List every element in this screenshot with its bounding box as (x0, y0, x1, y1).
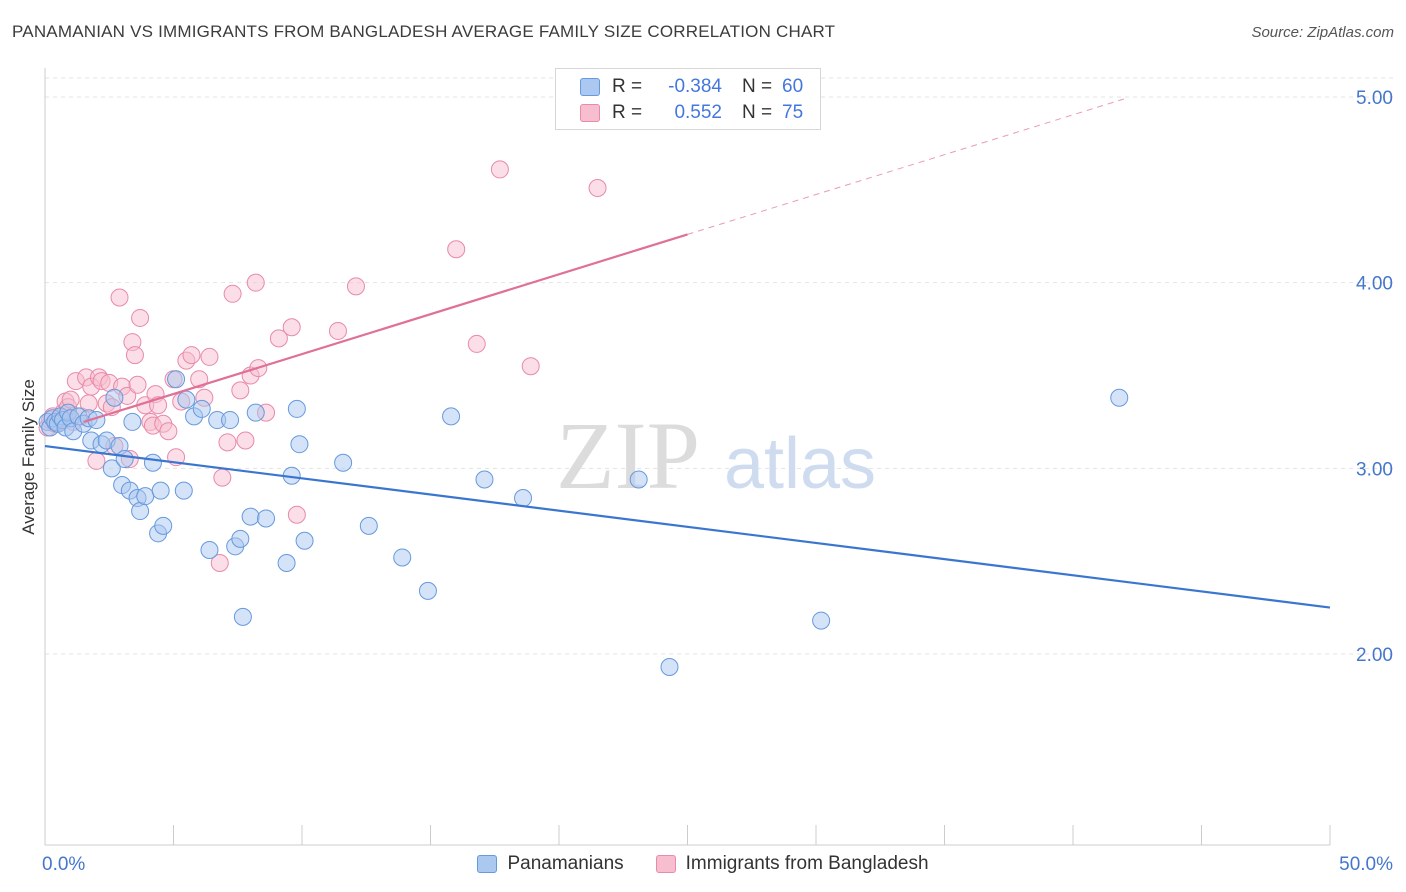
stats-legend: R = -0.384 N = 60 R = 0.552 N = 75 (555, 68, 821, 130)
point-bangladesh-43 (190, 370, 209, 389)
n-value-panamanians: 60 (782, 76, 804, 97)
grid-lines (45, 77, 1395, 655)
point-bangladesh-57 (282, 318, 301, 337)
point-panamanians-48 (287, 399, 306, 418)
point-bangladesh-47 (213, 468, 232, 487)
point-bangladesh-51 (236, 431, 255, 450)
point-panamanians-46 (277, 554, 296, 573)
series-bangladesh-points (38, 160, 607, 573)
point-panamanians-24 (123, 412, 142, 431)
point-panamanians-55 (442, 407, 461, 426)
series-legend: Panamanians Immigrants from Bangladesh (0, 850, 1406, 878)
tick-labels: 2.00 3.00 4.00 5.00 0.0% 50.0% (42, 88, 1393, 875)
point-bangladesh-16 (87, 451, 106, 470)
x-tick-label-1: 50.0% (1339, 854, 1393, 875)
point-panamanians-18 (102, 459, 121, 478)
point-bangladesh-62 (467, 334, 486, 353)
point-panamanians-52 (359, 516, 378, 535)
x-tick-label-0: 0.0% (42, 854, 85, 875)
point-bangladesh-29 (128, 375, 147, 394)
point-panamanians-61 (1110, 388, 1129, 407)
point-bangladesh-64 (521, 357, 540, 376)
y-tick-label-0: 2.00 (1356, 645, 1393, 666)
r-value-bangladesh: 0.552 (674, 102, 722, 123)
point-panamanians-57 (514, 489, 533, 508)
chart-title: PANAMANIAN VS IMMIGRANTS FROM BANGLADESH… (12, 22, 836, 41)
point-bangladesh-59 (328, 321, 347, 340)
point-bangladesh-63 (490, 160, 509, 179)
point-bangladesh-56 (269, 329, 288, 348)
legend-item-panamanians[interactable]: Panamanians (477, 853, 624, 875)
n-label: N = (742, 76, 773, 97)
point-bangladesh-50 (231, 381, 250, 400)
point-panamanians-45 (257, 509, 276, 528)
axes (44, 68, 1331, 846)
point-panamanians-60 (812, 611, 831, 630)
point-bangladesh-53 (246, 273, 265, 292)
point-panamanians-43 (241, 507, 260, 526)
trend-lines (44, 98, 1331, 609)
point-bangladesh-30 (131, 308, 150, 327)
r-value-panamanians: -0.384 (668, 76, 722, 97)
point-panamanians-34 (177, 390, 196, 409)
legend-swatch-blue (477, 855, 498, 873)
legend-label-panamanians: Panamanians (507, 853, 624, 874)
point-panamanians-49 (290, 435, 309, 454)
point-panamanians-33 (174, 481, 193, 500)
n-value-bangladesh: 75 (782, 102, 804, 123)
point-bangladesh-48 (218, 433, 237, 452)
point-bangladesh-65 (588, 178, 607, 197)
legend-row-panamanians: R = -0.384 N = 60 (580, 75, 803, 99)
point-bangladesh-60 (346, 277, 365, 296)
trend-line-bangladesh (83, 233, 688, 423)
point-panamanians-19 (105, 388, 124, 407)
legend-swatch-pink (655, 855, 676, 873)
point-panamanians-32 (167, 370, 186, 389)
point-bangladesh-45 (200, 347, 219, 366)
y-tick-label-1: 3.00 (1356, 459, 1393, 480)
point-panamanians-41 (231, 529, 250, 548)
legend-swatch-pink (580, 104, 600, 122)
legend-item-bangladesh[interactable]: Immigrants from Bangladesh (655, 853, 929, 875)
point-bangladesh-46 (210, 554, 229, 573)
watermark-atlas: atlas (724, 424, 876, 504)
point-panamanians-56 (475, 470, 494, 489)
point-panamanians-30 (151, 481, 170, 500)
point-panamanians-27 (136, 487, 155, 506)
n-label: N = (742, 102, 773, 123)
point-panamanians-44 (246, 403, 265, 422)
point-panamanians-53 (393, 548, 412, 567)
y-tick-label-2: 4.00 (1356, 274, 1393, 295)
point-panamanians-22 (115, 450, 134, 469)
point-panamanians-58 (629, 470, 648, 489)
point-panamanians-54 (418, 581, 437, 600)
point-bangladesh-58 (287, 505, 306, 524)
point-bangladesh-23 (110, 288, 129, 307)
point-panamanians-37 (200, 541, 219, 560)
point-panamanians-59 (660, 657, 679, 676)
point-bangladesh-42 (182, 346, 201, 365)
point-panamanians-50 (295, 531, 314, 550)
point-panamanians-28 (143, 453, 162, 472)
point-bangladesh-49 (223, 284, 242, 303)
legend-swatch-blue (580, 78, 600, 96)
source-label: Source: ZipAtlas.com (1251, 24, 1394, 41)
trend-line-panamanians (44, 444, 1331, 609)
point-panamanians-36 (192, 399, 211, 418)
legend-label-bangladesh: Immigrants from Bangladesh (685, 853, 929, 874)
point-panamanians-51 (334, 453, 353, 472)
watermark-zip: ZIP (556, 402, 700, 509)
point-bangladesh-28 (125, 346, 144, 365)
y-tick-label-3: 5.00 (1356, 88, 1393, 109)
r-label: R = (612, 76, 643, 97)
r-label: R = (612, 102, 643, 123)
point-bangladesh-61 (447, 240, 466, 259)
point-bangladesh-37 (159, 422, 178, 441)
point-panamanians-39 (221, 411, 240, 430)
point-panamanians-31 (154, 516, 173, 535)
legend-row-bangladesh: R = 0.552 N = 75 (580, 101, 803, 125)
y-axis-label: Average Family Size (19, 379, 38, 535)
point-panamanians-42 (233, 607, 252, 626)
